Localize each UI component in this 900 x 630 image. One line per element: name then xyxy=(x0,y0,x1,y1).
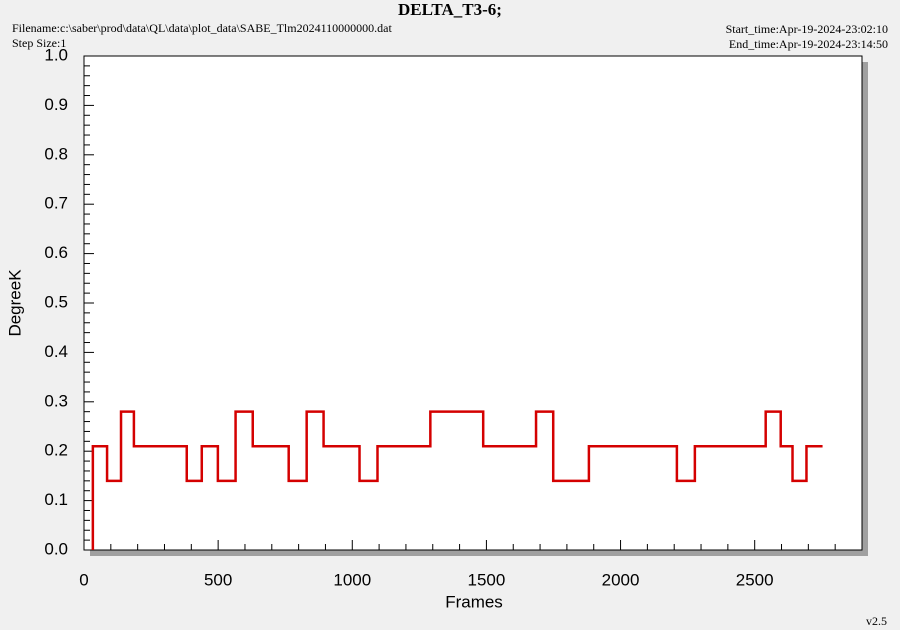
y-tick-label: 0.4 xyxy=(44,342,68,361)
y-tick-label: 0.3 xyxy=(44,391,68,410)
y-tick-label: 0.9 xyxy=(44,95,68,114)
y-axis-label: DegreeK xyxy=(5,269,24,337)
filename: Filename:c:\saber\prod\data\QL\data\plot… xyxy=(12,21,392,35)
y-tick-label: 0.5 xyxy=(44,292,68,311)
step-size: Step Size:1 xyxy=(12,36,66,50)
x-tick-label: 500 xyxy=(204,570,232,589)
x-tick-label: 1000 xyxy=(333,570,371,589)
plot-area xyxy=(83,55,863,551)
y-tick-label: 0.6 xyxy=(44,243,68,262)
x-tick-label: 1500 xyxy=(467,570,505,589)
chart-title: DELTA_T3-6; xyxy=(398,0,502,19)
data-line xyxy=(91,410,823,550)
x-tick-label: 2500 xyxy=(736,570,774,589)
y-tick-label: 0.1 xyxy=(44,490,68,509)
end-time: End_time:Apr-19-2024-23:14:50 xyxy=(729,37,888,51)
x-tick-label: 2000 xyxy=(602,570,640,589)
y-tick-label: 1.0 xyxy=(44,45,68,64)
x-tick-label: 0 xyxy=(79,570,88,589)
x-axis-label: Frames xyxy=(445,592,503,611)
y-tick-label: 0.2 xyxy=(44,441,68,460)
version: v2.5 xyxy=(866,614,887,628)
y-tick-label: 0.0 xyxy=(44,539,68,558)
start-time: Start_time:Apr-19-2024-23:02:10 xyxy=(726,22,888,36)
y-tick-label: 0.8 xyxy=(44,144,68,163)
y-tick-label: 0.7 xyxy=(44,194,68,213)
